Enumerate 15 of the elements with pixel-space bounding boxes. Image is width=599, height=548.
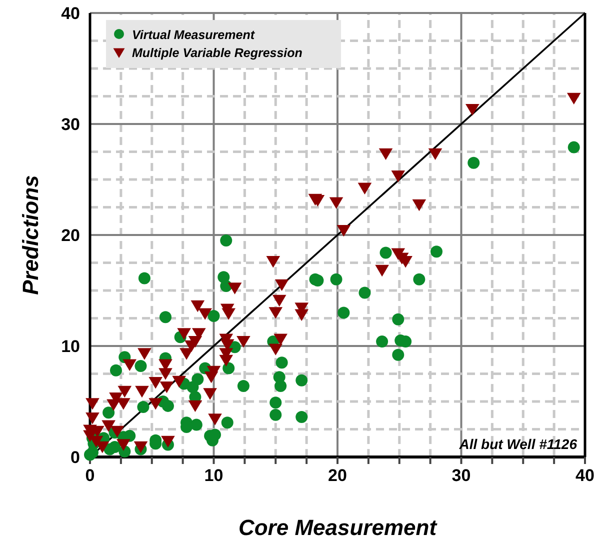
legend-label: Virtual Measurement: [132, 28, 256, 42]
x-axis-title: Core Measurement: [238, 515, 438, 540]
y-axis-title: Predictions: [18, 175, 43, 295]
legend-label: Multiple Variable Regression: [132, 46, 303, 60]
x-tick-label: 20: [328, 466, 347, 485]
annotation: All but Well #1126: [458, 436, 578, 452]
y-tick-label: 40: [61, 4, 80, 23]
x-tick-label: 40: [576, 466, 594, 485]
y-tick-label: 10: [61, 337, 80, 356]
y-tick-label: 0: [70, 448, 80, 467]
y-tick-label: 20: [61, 226, 80, 245]
x-tick-label: 30: [452, 466, 471, 485]
x-tick-label: 10: [204, 466, 224, 485]
y-tick-label: 30: [61, 115, 80, 134]
x-tick-label: 0: [85, 466, 95, 485]
